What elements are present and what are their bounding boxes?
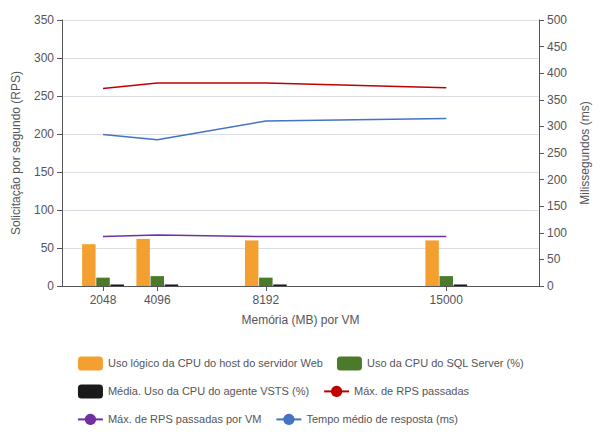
svg-text:50: 50 <box>547 252 561 266</box>
svg-text:300: 300 <box>34 51 54 65</box>
svg-text:450: 450 <box>547 40 567 54</box>
svg-text:8192: 8192 <box>252 293 279 307</box>
svg-text:Média. Uso da CPU do agente VS: Média. Uso da CPU do agente VSTS (%) <box>108 385 309 397</box>
svg-text:150: 150 <box>547 199 567 213</box>
svg-text:400: 400 <box>547 66 567 80</box>
svg-text:Máx. de RPS passadas: Máx. de RPS passadas <box>354 385 469 397</box>
svg-text:100: 100 <box>547 226 567 240</box>
svg-text:Máx. de RPS passadas por VM: Máx. de RPS passadas por VM <box>108 413 261 425</box>
svg-text:200: 200 <box>547 173 567 187</box>
svg-text:100: 100 <box>34 203 54 217</box>
svg-text:50: 50 <box>41 241 55 255</box>
svg-text:150: 150 <box>34 165 54 179</box>
svg-text:Milissegundos (ms): Milissegundos (ms) <box>578 101 592 204</box>
svg-text:250: 250 <box>547 146 567 160</box>
svg-text:500: 500 <box>547 13 567 27</box>
svg-text:Solicitação por segundo (RPS): Solicitação por segundo (RPS) <box>9 71 23 235</box>
svg-text:15000: 15000 <box>430 293 464 307</box>
svg-text:350: 350 <box>34 13 54 27</box>
svg-text:Uso da CPU do SQL Server (%): Uso da CPU do SQL Server (%) <box>367 357 524 369</box>
svg-text:Tempo médio de resposta (ms): Tempo médio de resposta (ms) <box>306 413 458 425</box>
svg-text:300: 300 <box>547 119 567 133</box>
svg-text:0: 0 <box>547 279 554 293</box>
svg-text:Uso lógico da CPU do host do s: Uso lógico da CPU do host do servidor We… <box>108 357 323 369</box>
svg-text:0: 0 <box>47 279 54 293</box>
svg-text:2048: 2048 <box>90 293 117 307</box>
svg-text:Memória (MB) por VM: Memória (MB) por VM <box>241 313 359 327</box>
svg-text:200: 200 <box>34 127 54 141</box>
svg-text:350: 350 <box>547 93 567 107</box>
svg-text:4096: 4096 <box>144 293 171 307</box>
svg-text:250: 250 <box>34 89 54 103</box>
